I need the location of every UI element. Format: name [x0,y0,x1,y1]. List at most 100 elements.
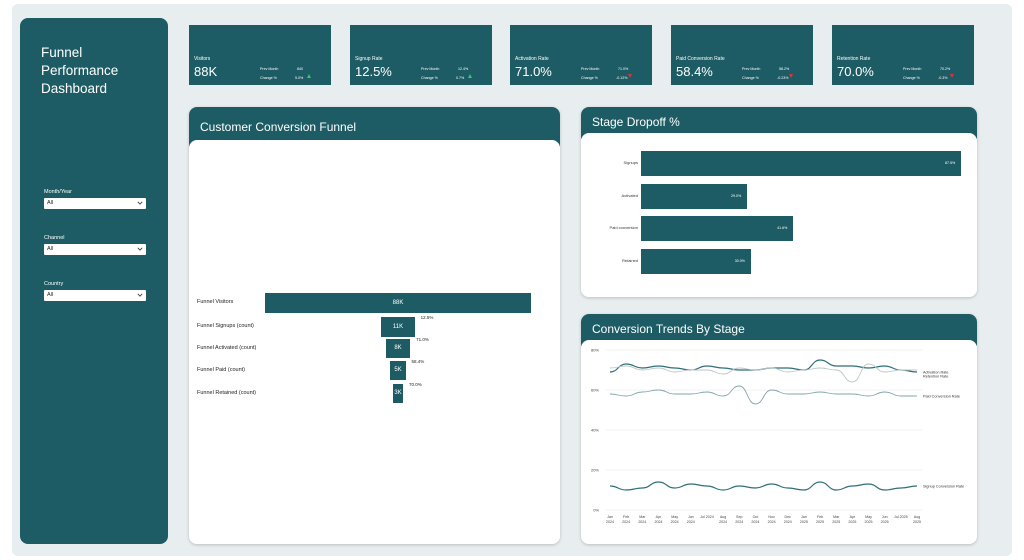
kpi-change-label: Change % [421,76,438,80]
channel-dropdown[interactable]: All [44,244,146,255]
x-tick-label: Nov [768,515,775,519]
x-tick-label: Jan [801,515,807,519]
dropoff-stage-label: Activated [621,193,638,198]
month-year-value: All [47,200,54,206]
dropoff-bar [641,216,794,241]
filter-country-label: Country [44,281,64,287]
funnel-stage-label: Funnel Signups (count) [197,323,254,329]
x-tick-label: Jul 2024 [700,515,714,519]
funnel-conversion-pct: 71.0% [416,337,429,342]
kpi-value: 12.5% [355,64,392,79]
sidebar: Funnel Performance Dashboard Month/Year … [20,18,168,544]
funnel-conversion-pct: 70.0% [409,382,422,387]
filter-month-year: Month/Year All [44,189,146,209]
funnel-conversion-pct: 12.5% [420,315,434,320]
kpi-change-value: 5.0% [295,76,304,80]
dropoff-panel: Stage Dropoff % Signups 87.5% Activated 29.… [581,107,977,297]
chevron-down-icon [137,201,143,205]
kpi-change-label: Change % [903,76,920,80]
trend-up-icon [307,74,311,78]
trends-body: 80% 60% 40% 20% 0% Jan 2024 Feb 2024 Mar 2024 Apr 20… [581,340,977,544]
kpi-value: 71.0% [515,64,552,79]
month-year-dropdown[interactable]: All [44,198,146,209]
series-label: Paid Conversion Rate [923,395,960,399]
y-tick-label: 0% [593,508,599,513]
trend-down-icon [628,74,632,78]
kpi-title: Paid Conversion Rate [676,56,725,62]
kpi-title: Retention Rate [837,56,871,62]
series-line [609,481,918,491]
funnel-stage-label: Funnel Activated (count) [197,344,257,351]
x-tick-label-year: 2024 [638,520,646,524]
kpi-prev-label: Prev Month [421,67,440,71]
kpi-change-label: Change % [742,76,759,80]
x-tick-label-year: 2024 [654,520,662,524]
filter-channel: Channel All [44,235,146,255]
dropoff-bar-value: 41.6% [777,226,788,230]
kpi-prev-label: Prev Month [260,67,279,71]
kpi-title: Visitors [194,56,211,62]
x-tick-label: Apr [656,515,662,519]
x-tick-label: May [671,515,678,519]
kpi-card: Signup Rate 12.5% Prev Month 12.4% Change % 0… [350,25,492,85]
kpi-change-value: -0.12% [616,76,628,80]
x-tick-label-year: 2024 [784,520,792,524]
trend-down-icon [950,74,954,78]
x-tick-label-year: 2024 [622,520,630,524]
x-tick-label: Feb [817,515,823,519]
x-tick-label-year: 2024 [719,520,727,524]
x-tick-label-year: 2025 [865,520,873,524]
x-tick-label: Jun [688,515,694,519]
x-tick-label: Dec [785,515,792,519]
x-tick-label-year: 2024 [606,520,614,524]
x-tick-label-year: 2025 [832,520,840,524]
x-tick-label: Aug [914,515,920,519]
kpi-title: Activation Rate [515,56,549,62]
funnel-panel: Customer Conversion Funnel Funnel Visito… [189,107,560,544]
kpi-card: Paid Conversion Rate 58.4% Prev Month 58.2%… [671,25,813,85]
x-tick-label: Mar [639,515,646,519]
x-tick-label: Jul 2025 [894,515,908,519]
kpi-prev-value: 12.4% [458,67,469,71]
kpi-card: Activation Rate 71.0% Prev Month 71.0% Chang… [510,25,652,85]
dropoff-stage-label: Paid conversion [609,225,638,230]
kpi-card: Visitors 88K Prev Month 840 Change % 5.0% [189,25,331,85]
funnel-bar: 3K [393,384,403,403]
x-tick-label-year: 2024 [671,520,679,524]
series-label: Retention Rate [923,375,948,379]
x-tick-label: Feb [623,515,629,519]
country-value: All [47,292,54,298]
kpi-change-label: Change % [581,76,598,80]
chevron-down-icon [137,293,143,297]
series-label: Signup Conversion Rate [923,485,964,489]
x-tick-label-year: 2025 [913,520,921,524]
funnel-bar: 88K [265,293,531,313]
x-tick-label-year: 2025 [881,520,889,524]
y-tick-label: 40% [591,428,599,433]
series-line [609,359,918,373]
dropoff-body: Signups 87.5% Activated 29.0% Paid conversio… [581,133,977,297]
kpi-value: 70.0% [837,64,874,79]
kpi-prev-value: 70.2% [940,67,951,71]
x-tick-label-year: 2024 [751,520,759,524]
x-tick-label-year: 2025 [800,520,808,524]
x-tick-label: Jan [607,515,613,519]
trend-down-icon [789,74,793,78]
country-dropdown[interactable]: All [44,290,146,301]
kpi-prev-label: Prev Month [742,67,761,71]
kpi-value: 88K [194,64,218,79]
x-tick-label-year: 2024 [687,520,695,524]
kpi-prev-label: Prev Month [581,67,600,71]
filter-month-year-label: Month/Year [44,189,72,195]
kpi-prev-value: 840 [297,67,303,71]
dashboard-title: Funnel Performance Dashboard [41,45,119,96]
x-tick-label: Aug [720,515,726,519]
dropoff-bar-value: 30.0% [734,259,745,263]
x-tick-label: Mar [833,515,840,519]
x-tick-label: Oct [753,515,759,519]
dropoff-stage-label: Signups [623,160,638,165]
kpi-change-value: 0.7% [456,76,465,80]
funnel-body: Funnel Visitors 88K Funnel Signups (count)… [189,140,560,544]
dropoff-bar-value: 29.0% [731,194,742,198]
kpi-value: 58.4% [676,64,713,79]
